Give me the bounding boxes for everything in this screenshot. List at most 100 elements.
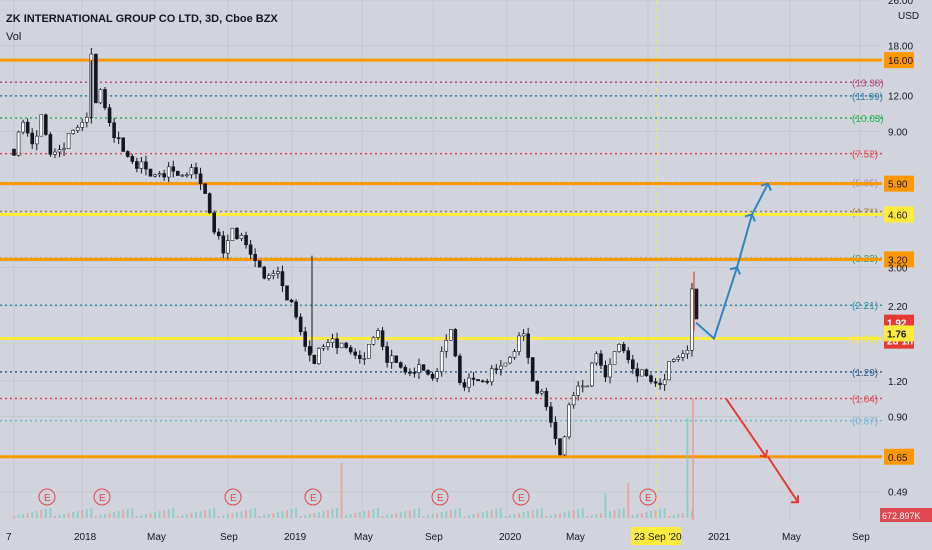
level-label: (10.03): [852, 114, 884, 125]
candle-body: [244, 235, 248, 246]
candle-body: [71, 130, 75, 134]
volume-bar: [85, 509, 88, 518]
volume-bar: [449, 510, 452, 518]
volume-bar: [549, 515, 552, 518]
candle-body: [603, 365, 608, 378]
price-badge-label: 1.92: [887, 319, 907, 330]
volume-bar: [90, 508, 93, 518]
volume-bar: [254, 508, 257, 518]
candle-body: [307, 346, 312, 356]
volume-bar: [595, 514, 598, 518]
candle-body: [189, 167, 194, 176]
volume-bar: [190, 513, 193, 518]
volume-bar: [67, 513, 70, 518]
time-tick-label: Sep: [220, 532, 238, 543]
candle-body: [289, 299, 294, 303]
volume-bar: [149, 513, 152, 518]
price-badge: [884, 325, 914, 342]
candle-body: [335, 338, 339, 349]
level-label: (13.38): [852, 78, 884, 89]
candle-body: [685, 349, 690, 355]
earnings-marker: [38, 488, 56, 506]
volume-bar: [135, 516, 138, 518]
volume-bar: [417, 508, 420, 518]
volume-bar: [281, 511, 284, 518]
candle-body: [353, 351, 358, 356]
candle-body: [398, 362, 403, 368]
candle-body: [276, 271, 280, 274]
candle-body: [194, 167, 198, 175]
volume-bar: [35, 511, 38, 518]
candle-body: [48, 134, 53, 155]
candle-body: [462, 382, 467, 388]
earnings-marker-label: E: [310, 493, 317, 504]
candle-body: [221, 235, 226, 254]
candle-body: [658, 382, 662, 385]
price-axis[interactable]: 16.00 5.90 4.60 3.20 0.65 26.00 18.00 12.00 9.00…: [880, 0, 932, 522]
candle-body: [458, 355, 462, 383]
candle-body: [612, 351, 617, 365]
candle-body: [494, 368, 499, 371]
candle-body: [198, 173, 203, 184]
volume-label: Vol: [6, 31, 21, 43]
volume-bar: [527, 511, 530, 518]
candle-body: [130, 156, 135, 162]
candle-body: [471, 377, 476, 380]
candle-body: [480, 380, 485, 383]
price-tick-label: 3.00: [888, 263, 908, 274]
volume-bar: [495, 509, 498, 518]
volume-bar: [640, 513, 643, 518]
candle-body: [621, 344, 626, 352]
candle-body: [681, 353, 685, 358]
volume-bar: [650, 511, 652, 518]
candle-body: [644, 369, 649, 376]
candle-body: [599, 353, 603, 366]
candle-body: [330, 338, 335, 344]
projection-arrows-layer: [695, 182, 799, 504]
volume-bar: [167, 509, 170, 518]
projection-down-segment: [767, 456, 799, 503]
candle-body: [62, 148, 66, 151]
candle-body: [508, 356, 512, 364]
volume-bar: [53, 516, 56, 518]
projection-up-arrowhead: [744, 213, 756, 222]
volume-bar: [204, 510, 207, 518]
candle-body: [453, 329, 458, 357]
volume-bar: [226, 514, 229, 518]
candle-body: [226, 240, 230, 254]
volume-bar: [454, 509, 457, 518]
candle-body: [590, 362, 594, 387]
volume-bar: [185, 514, 188, 518]
volume-bar: [336, 508, 339, 518]
volume-bar: [386, 515, 389, 518]
volume-bar: [367, 510, 370, 518]
volume-bar: [81, 510, 84, 518]
volume-bar: [404, 511, 407, 518]
volume-bar: [99, 515, 102, 518]
volume-bar: [304, 515, 307, 518]
volume-bar: [231, 513, 234, 518]
earnings-marker: [512, 488, 530, 506]
level-badge: [884, 175, 914, 192]
volume-bar: [540, 508, 543, 518]
volume-badge: [880, 508, 932, 522]
candle-body: [112, 122, 116, 139]
time-axis[interactable]: 72018MaySep2019MaySep2020MaySep2021MaySe…: [0, 522, 880, 550]
candle-body: [144, 161, 148, 170]
candle-body: [430, 374, 435, 379]
candle-body: [580, 385, 585, 388]
level-label: (7.52): [852, 150, 878, 161]
volume-bar: [217, 516, 220, 518]
volume-bar: [590, 515, 593, 518]
volume-bar: [513, 514, 516, 518]
candle-body: [649, 375, 653, 382]
volume-bar: [586, 516, 589, 518]
level-label: (2.21): [852, 301, 878, 312]
candle-body: [617, 344, 621, 352]
candle-body: [376, 330, 380, 338]
volume-bar: [686, 418, 689, 518]
candle-body: [417, 364, 421, 373]
candle-body: [448, 329, 453, 341]
